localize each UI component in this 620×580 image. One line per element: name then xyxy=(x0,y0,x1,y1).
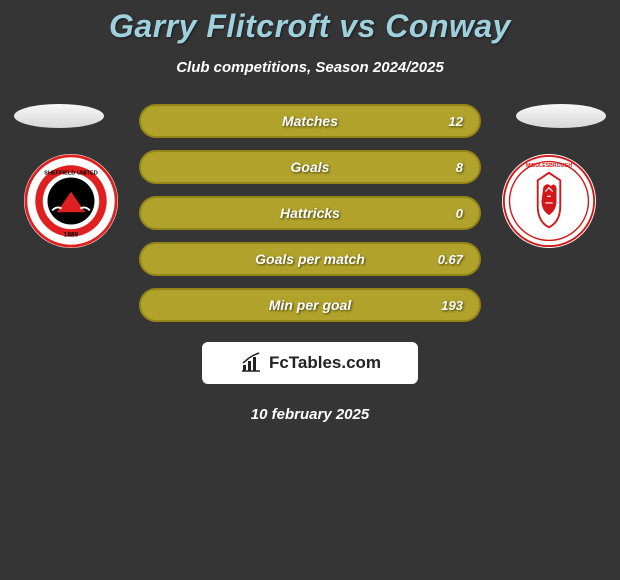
date-label: 10 february 2025 xyxy=(20,406,600,423)
stat-row: Goals 8 xyxy=(139,150,481,184)
stat-value-right: 0.67 xyxy=(438,252,463,267)
svg-text:SHEFFIELD UNITED: SHEFFIELD UNITED xyxy=(44,171,98,177)
team-crest-left: SHEFFIELD UNITED 1889 xyxy=(24,154,118,248)
subtitle: Club competitions, Season 2024/2025 xyxy=(0,59,620,76)
stat-label: Hattricks xyxy=(280,205,340,221)
page-title: Garry Flitcroft vs Conway xyxy=(0,8,620,45)
team-crest-right: MIDDLESBROUGH xyxy=(502,154,596,248)
stat-row: Matches 12 xyxy=(139,104,481,138)
svg-text:MIDDLESBROUGH: MIDDLESBROUGH xyxy=(526,163,572,169)
content-area: SHEFFIELD UNITED 1889 MIDDLESBROUGH Matc… xyxy=(0,104,620,423)
stat-value-right: 0 xyxy=(443,206,463,221)
main-container: Garry Flitcroft vs Conway Club competiti… xyxy=(0,0,620,423)
stat-value-right: 8 xyxy=(443,160,463,175)
fctables-label: FcTables.com xyxy=(269,353,381,373)
player-right-placeholder xyxy=(516,104,606,128)
sheffield-united-crest-icon: SHEFFIELD UNITED 1889 xyxy=(24,154,118,248)
stat-row: Min per goal 193 xyxy=(139,288,481,322)
stat-row: Hattricks 0 xyxy=(139,196,481,230)
middlesbrough-crest-icon: MIDDLESBROUGH xyxy=(502,154,596,248)
fctables-badge[interactable]: FcTables.com xyxy=(202,342,418,384)
player-left-placeholder xyxy=(14,104,104,128)
bar-chart-icon xyxy=(239,351,263,375)
stat-row: Goals per match 0.67 xyxy=(139,242,481,276)
stat-label: Min per goal xyxy=(269,297,351,313)
stats-list: Matches 12 Goals 8 Hattricks 0 Goals per… xyxy=(139,104,481,322)
svg-text:1889: 1889 xyxy=(64,232,79,239)
stat-label: Goals per match xyxy=(255,251,365,267)
stat-label: Matches xyxy=(282,113,338,129)
stat-value-right: 193 xyxy=(441,298,463,313)
stat-value-right: 12 xyxy=(443,114,463,129)
stat-label: Goals xyxy=(291,159,330,175)
